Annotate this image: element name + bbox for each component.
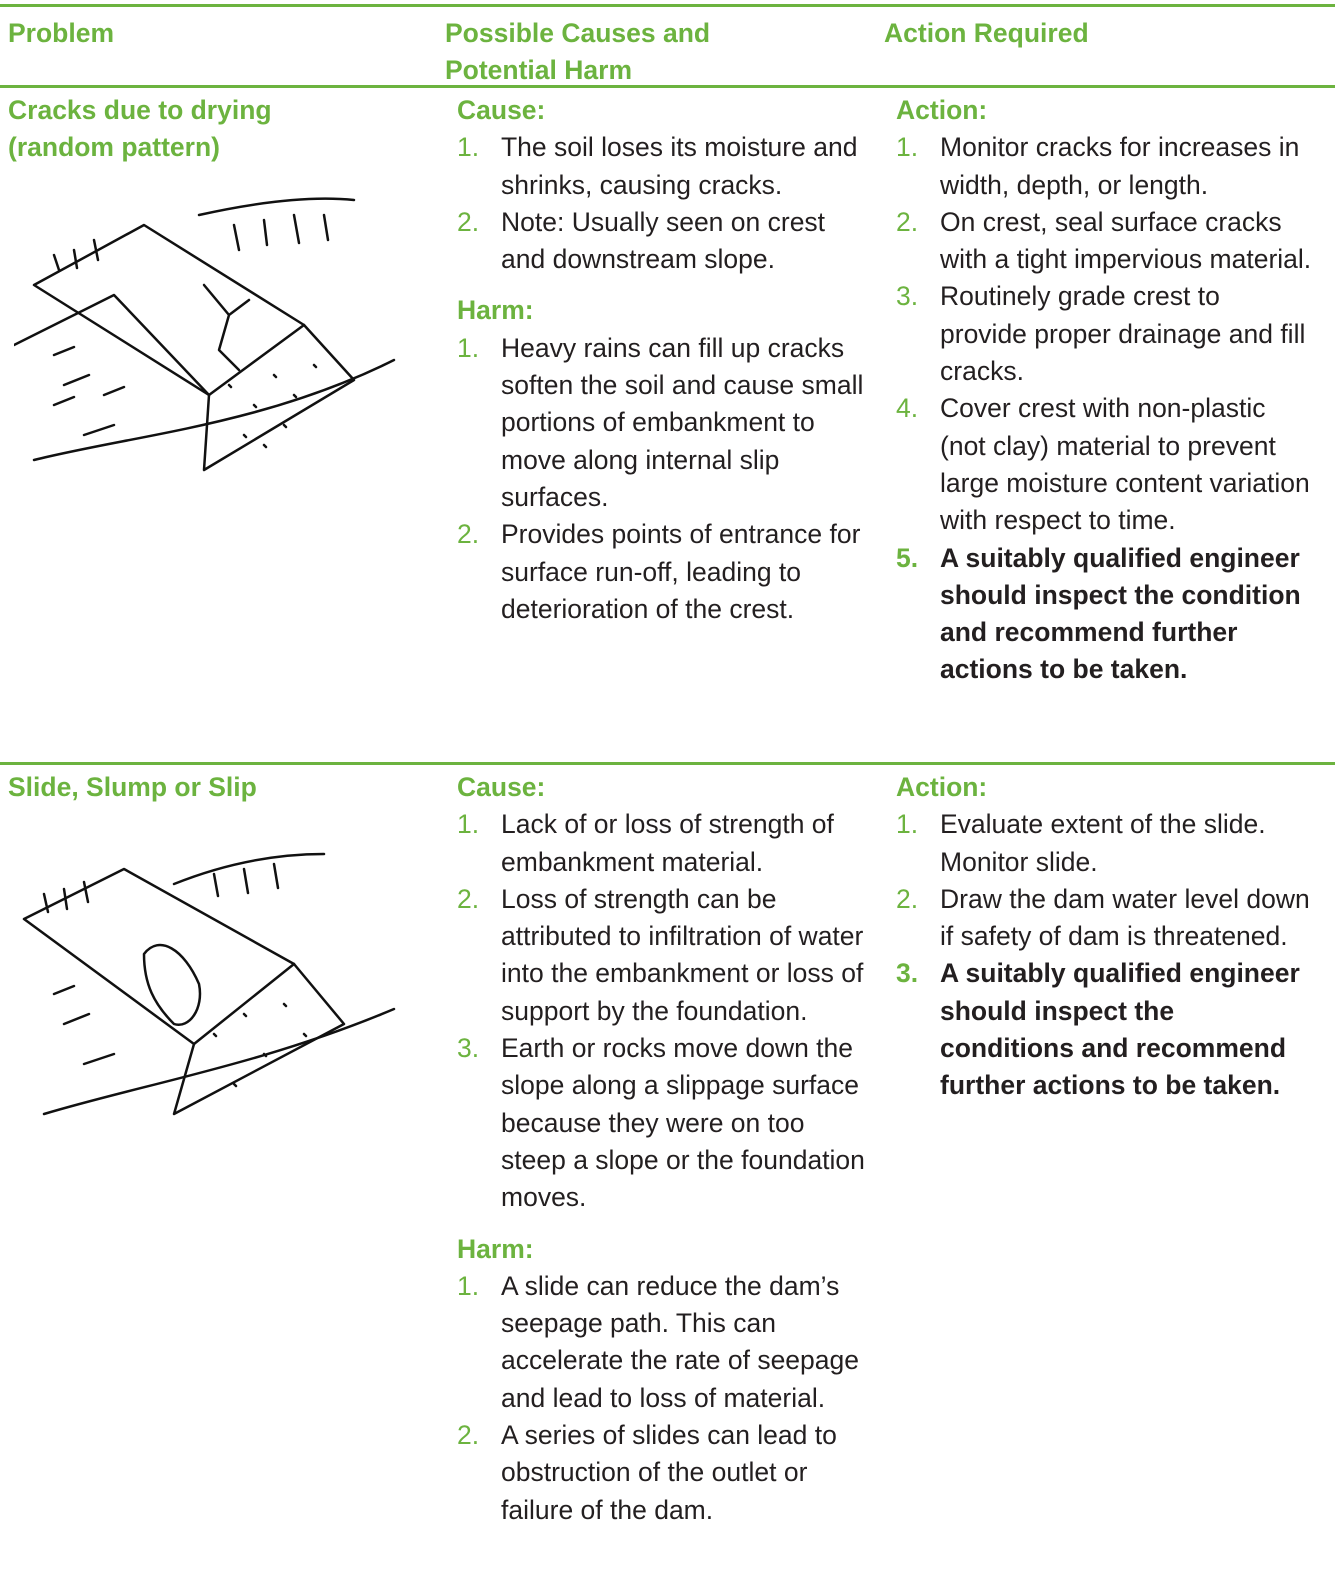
item-number: 1. (896, 132, 919, 163)
causes-cell: Cause: 1. The soil loses its moisture and … (445, 92, 877, 628)
item-number: 2. (896, 883, 919, 914)
item-text: Earth or rocks move down the slope along… (501, 1033, 865, 1213)
item-number: 2. (457, 1420, 480, 1451)
list-item: 1. Evaluate extent of the slide. Monitor … (896, 806, 1335, 881)
item-text: Evaluate extent of the slide. Monitor sl… (940, 809, 1266, 877)
list-item: 2. On crest, seal surface cracks with a t… (896, 204, 1335, 279)
illustration (14, 197, 396, 471)
item-number: 5. (896, 542, 919, 573)
list-item: 1. Lack of or loss of strength of embankm… (457, 806, 877, 881)
item-text: A suitably qualified engineer should ins… (940, 542, 1301, 685)
item-text: Note: Usually seen on crest and downstre… (501, 206, 826, 275)
item-text: Routinely grade crest to provide proper … (940, 281, 1306, 387)
item-number: 2. (457, 519, 480, 550)
header-cell: Possible Causes and Potential Harm (445, 18, 711, 86)
item-text: A series of slides can lead to obstructi… (501, 1420, 837, 1525)
list-item: 5. A suitably qualified engineer should i… (896, 540, 1335, 689)
list-item: 2. Provides points of entrance for surfac… (457, 516, 877, 628)
spacer (457, 1217, 877, 1231)
section-heading: Action: (896, 95, 988, 125)
section-heading: Cause: (457, 772, 546, 802)
document: Problem Possible Causes and Potential Ha… (0, 4, 1335, 1577)
problem-cell: Cracks due to drying (random pattern) (8, 88, 428, 485)
illustration (22, 853, 396, 1116)
list-item: 4. Cover crest with non-plastic (not clay… (896, 390, 1335, 539)
list-item: 3. Routinely grade crest to provide prope… (896, 278, 1335, 390)
list-item: 1. Heavy rains can fill up cracks soften … (457, 330, 877, 516)
item-text: A suitably qualified engineer should ins… (940, 958, 1300, 1101)
item-number: 3. (457, 1033, 480, 1064)
item-number: 2. (457, 206, 480, 237)
section-heading: Harm: (457, 1233, 534, 1264)
item-text: Monitor cracks for increases in width, d… (940, 132, 1300, 200)
item-text: Provides points of entrance for surface … (501, 519, 861, 624)
table-row: Slide, Slump or Slip Cause: 1. Lack of or … (0, 762, 1335, 1573)
list-item: 1. The soil loses its moisture and shrink… (457, 129, 877, 204)
causes-cell: Cause: 1. Lack of or loss of strength of e… (445, 769, 877, 1529)
item-text: Heavy rains can fill up cracks soften th… (501, 332, 864, 512)
table-row: Cracks due to drying (random pattern) Ca… (0, 85, 1335, 762)
item-text: On crest, seal surface cracks with a tig… (940, 206, 1312, 275)
table-header: Problem Possible Causes and Potential Ha… (0, 4, 1335, 85)
list-item: 1. A slide can reduce the dam’s seepage p… (457, 1268, 877, 1417)
item-number: 1. (896, 809, 919, 840)
list-item: 3. A suitably qualified engineer should i… (896, 955, 1335, 1104)
action-cell: Action: 1. Monitor cracks for increases in… (884, 92, 1335, 689)
item-number: 1. (457, 809, 480, 840)
item-text: Draw the dam water level down if safety … (940, 883, 1310, 952)
list-item: 2. A series of slides can lead to obstruc… (457, 1417, 877, 1529)
section-heading: Action: (896, 772, 988, 802)
item-number: 1. (457, 332, 480, 363)
item-number: 3. (896, 281, 919, 312)
list-item: 2. Note: Usually seen on crest and downst… (457, 204, 877, 279)
list-item: 2. Draw the dam water level down if safet… (896, 881, 1335, 956)
problem-title: Slide, Slump or Slip (8, 772, 257, 802)
item-text: Cover crest with non-plastic (not clay) … (940, 393, 1310, 536)
item-number: 3. (896, 958, 919, 989)
item-number: 2. (896, 206, 919, 237)
section-heading: Cause: (457, 95, 546, 125)
item-text: Loss of strength can be attributed to in… (501, 883, 864, 1026)
list-item: 2. Loss of strength can be attributed to … (457, 881, 877, 1030)
action-cell: Action: 1. Evaluate extent of the slide. M… (884, 769, 1335, 1105)
item-number: 4. (896, 393, 919, 424)
list-item: 3. Earth or rocks move down the slope alo… (457, 1030, 877, 1216)
header-cell: Action Required (884, 18, 1089, 48)
spacer (457, 278, 877, 292)
problem-title: Cracks due to drying (random pattern) (8, 95, 272, 163)
item-text: Lack of or loss of strength of embankmen… (501, 809, 834, 877)
section-heading: Harm: (457, 295, 534, 326)
item-number: 1. (457, 1270, 480, 1301)
item-text: A slide can reduce the dam’s seepage pat… (501, 1270, 859, 1413)
item-number: 1. (457, 132, 480, 163)
list-item: 1. Monitor cracks for increases in width,… (896, 129, 1335, 204)
item-number: 2. (457, 883, 480, 914)
problem-cell: Slide, Slump or Slip (8, 765, 428, 1124)
item-text: The soil loses its moisture and shrinks,… (501, 132, 858, 200)
header-cell: Problem (8, 18, 115, 48)
